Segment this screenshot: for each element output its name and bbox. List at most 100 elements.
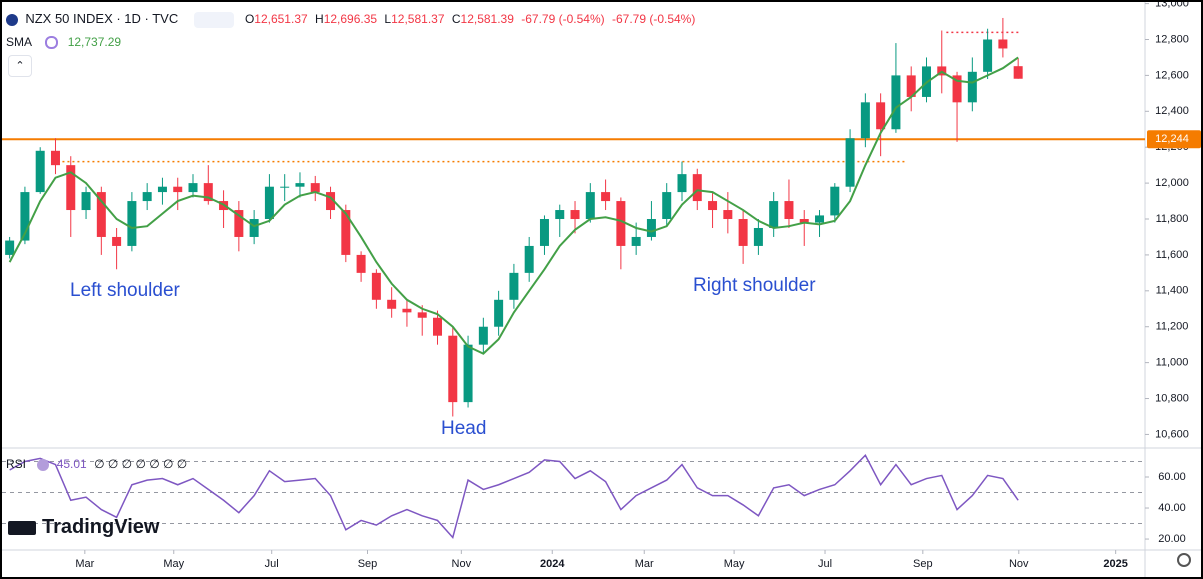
change: -67.79 (-0.54%) (521, 12, 605, 26)
brand: TradingView (8, 516, 159, 539)
x-tick-label: May (163, 558, 184, 570)
candle-body (96, 192, 106, 237)
ohlc-key: L (384, 12, 392, 26)
y-tick-label: 60.00 (1158, 471, 1186, 483)
candle-body (387, 299, 397, 309)
annotation: Right shoulder (693, 275, 816, 296)
rsi-legend: RSI 45.01 ∅ ∅ ∅ ∅ ∅ ∅ ∅ (6, 457, 191, 471)
y-tick-label: 11,600 (1156, 249, 1189, 261)
brand-logo (8, 520, 36, 535)
x-tick-label: Mar (75, 558, 94, 570)
candle-body (127, 201, 137, 246)
candle-body (815, 215, 825, 223)
rsi-icon[interactable] (37, 458, 50, 471)
x-tick-label: Jul (265, 558, 279, 570)
ohlc-key: C (451, 12, 461, 26)
candle-body (723, 210, 733, 220)
candle-body (448, 335, 458, 403)
x-tick-label: Nov (452, 558, 472, 570)
candle-body (417, 312, 427, 318)
candle-body (280, 186, 290, 188)
candle-body (845, 138, 855, 187)
x-tick-label: 2024 (540, 558, 565, 570)
candle-body (524, 245, 534, 273)
candle-body (295, 183, 305, 187)
candle-body (799, 219, 809, 223)
candle-body (264, 186, 274, 220)
flag-icon (6, 13, 18, 26)
candle-body (310, 183, 320, 193)
rsi-extra: ∅ ∅ ∅ ∅ ∅ ∅ ∅ (94, 457, 188, 471)
candle-body (539, 219, 549, 246)
candle-body (478, 326, 488, 345)
price-label-box (1147, 130, 1201, 149)
x-tick-label: Nov (1009, 558, 1029, 570)
y-tick-label: 12,400 (1155, 105, 1189, 117)
candle-body (830, 186, 840, 216)
ohlc-key: H (315, 12, 324, 26)
candle-body (203, 183, 213, 202)
candle-body (35, 150, 45, 193)
candle-body (601, 192, 611, 202)
ohlc-key: O (244, 12, 255, 26)
ohlc-value: 12,581.37 (391, 12, 445, 26)
y-tick-label: 13,000 (1155, 2, 1189, 9)
candle-body (753, 227, 763, 246)
candle-body (631, 236, 641, 246)
candle-body (234, 210, 244, 237)
candle-body (66, 165, 76, 211)
candle-body (646, 219, 656, 237)
header-legend: NZX 50 INDEX · 1D · TVC O12,651.37 H12,6… (6, 11, 699, 28)
settings-icon[interactable] (1177, 553, 1191, 567)
y-tick-label: 11,400 (1156, 285, 1189, 297)
candle-body (769, 201, 779, 228)
ohlc-value: 12,581.39 (460, 12, 514, 26)
candle-body (494, 299, 504, 327)
x-tick-label: May (724, 558, 745, 570)
collapse-button[interactable]: ⌃ (8, 55, 32, 77)
x-tick-label: Sep (358, 558, 378, 570)
candle-body (81, 192, 91, 211)
x-tick-label: Sep (913, 558, 933, 570)
ohlc-value: 12,696.35 (323, 12, 378, 26)
candle-body (662, 192, 672, 220)
price-label: 12,244 (1155, 133, 1189, 145)
candle-body (356, 254, 366, 273)
candle-body (112, 236, 122, 246)
candle-body (906, 75, 916, 97)
candle-body (509, 272, 519, 300)
candle-body (692, 174, 702, 202)
candle-body (876, 102, 886, 130)
y-tick-label: 11,800 (1156, 213, 1189, 225)
candle-body (570, 210, 580, 220)
candle-body (463, 344, 473, 403)
candle-body (616, 201, 626, 246)
candle-body (326, 192, 336, 211)
x-tick-label: 2025 (1103, 558, 1127, 570)
candle-body (20, 192, 30, 241)
change: -67.79 (-0.54%) (611, 12, 696, 26)
candle-body (5, 240, 15, 255)
candle-body (433, 317, 443, 336)
candle-body (784, 201, 794, 220)
candle-body (967, 71, 977, 103)
y-tick-label: 12,600 (1155, 69, 1189, 81)
ohlc-value: 12,651.37 (254, 12, 308, 26)
candle-body (50, 150, 60, 166)
candle-body (555, 210, 565, 220)
sma-legend: SMA 12,737.29 (6, 35, 125, 50)
sma-icon[interactable] (45, 36, 59, 50)
sma-name: SMA (6, 35, 33, 49)
y-tick-label: 10,600 (1155, 428, 1189, 440)
candle-body (998, 39, 1008, 49)
candle-body (677, 174, 687, 193)
annotation: Left shoulder (70, 280, 180, 301)
y-tick-label: 20.00 (1158, 533, 1186, 545)
toggle-icons[interactable] (193, 11, 234, 28)
x-tick-label: Mar (635, 558, 654, 570)
candle-body (402, 308, 412, 313)
candle-body (983, 39, 993, 72)
